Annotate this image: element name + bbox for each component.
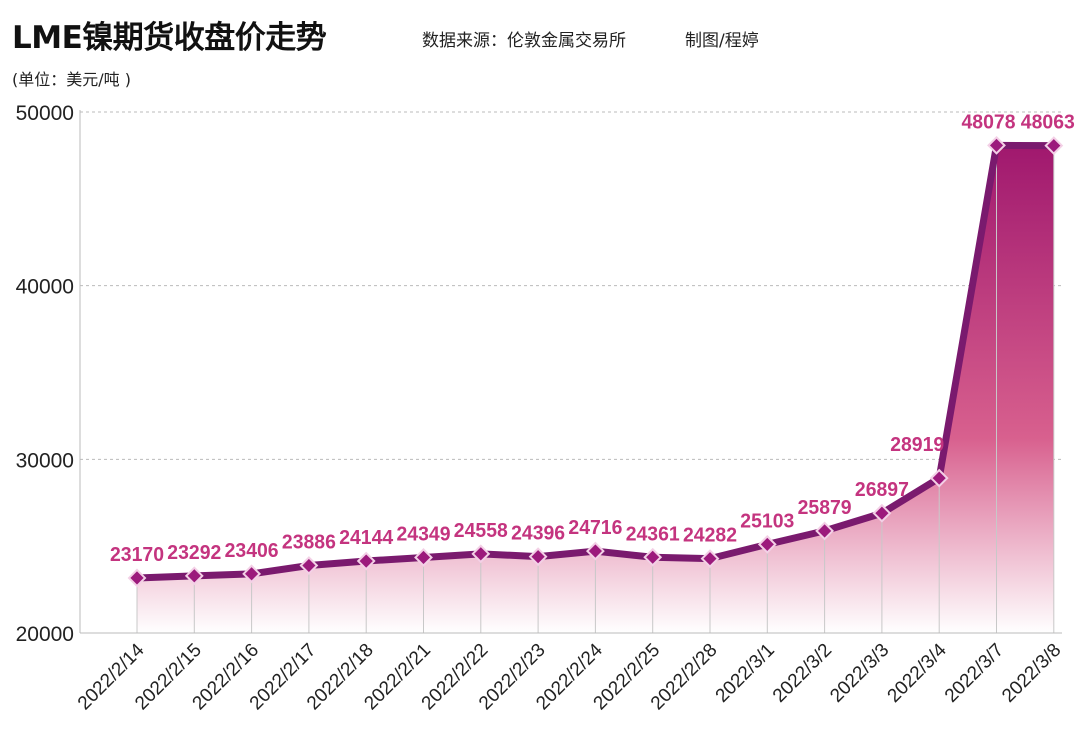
y-axis-unit: (单位：美元/吨 ) xyxy=(12,70,131,89)
data-point-marker xyxy=(471,544,491,564)
data-label: 28919 xyxy=(890,434,944,456)
x-tick-label: 2022/3/4 xyxy=(884,639,951,706)
data-point-marker xyxy=(643,547,663,567)
data-label: 26897 xyxy=(855,479,909,501)
data-point-marker xyxy=(356,551,376,571)
x-tick-label: 2022/3/7 xyxy=(941,640,1008,707)
data-label: 25879 xyxy=(798,497,852,519)
x-tick-label: 2022/3/1 xyxy=(712,640,779,707)
data-label: 24282 xyxy=(683,525,737,547)
y-tick-label: 40000 xyxy=(16,276,74,299)
y-tick-label: 50000 xyxy=(16,102,74,125)
data-label: 24558 xyxy=(454,520,508,542)
data-label: 24396 xyxy=(511,523,565,545)
data-point-marker xyxy=(585,541,605,561)
data-point-marker xyxy=(528,547,548,567)
data-label: 23170 xyxy=(110,544,164,566)
data-point-marker xyxy=(987,135,1006,155)
data-label: 24349 xyxy=(397,523,451,545)
data-label: 48078 xyxy=(962,111,1016,133)
data-point-marker xyxy=(872,503,892,523)
data-point-marker xyxy=(929,468,949,488)
data-label: 48063 xyxy=(1021,112,1075,134)
y-tick-label: 20000 xyxy=(16,623,74,646)
data-point-marker xyxy=(815,521,835,541)
data-source: 数据来源：伦敦金属交易所 xyxy=(422,31,626,51)
chart-author: 制图/程婷 xyxy=(685,31,759,51)
data-label: 25103 xyxy=(740,510,794,532)
area-fill xyxy=(137,145,1054,634)
x-tick-label: 2022/3/8 xyxy=(998,640,1065,707)
data-point-marker xyxy=(242,564,262,584)
data-point-marker xyxy=(184,566,204,586)
data-point-marker xyxy=(299,556,319,575)
data-label: 24144 xyxy=(339,527,394,549)
data-point-marker xyxy=(700,549,720,569)
chart-title: LME镍期货收盘价走势 xyxy=(12,20,327,56)
data-point-marker xyxy=(414,548,433,567)
data-label: 23886 xyxy=(282,532,336,554)
x-tick-label: 2022/3/3 xyxy=(826,640,893,707)
x-tick-label: 2022/3/2 xyxy=(769,640,836,707)
data-point-marker xyxy=(127,568,147,588)
y-tick-label: 30000 xyxy=(16,449,74,472)
data-point-marker xyxy=(757,534,777,554)
data-point-marker xyxy=(1044,136,1064,156)
data-label: 23292 xyxy=(167,542,221,564)
data-label: 24716 xyxy=(568,517,622,539)
data-label: 24361 xyxy=(626,523,680,545)
data-label: 23406 xyxy=(225,540,279,562)
